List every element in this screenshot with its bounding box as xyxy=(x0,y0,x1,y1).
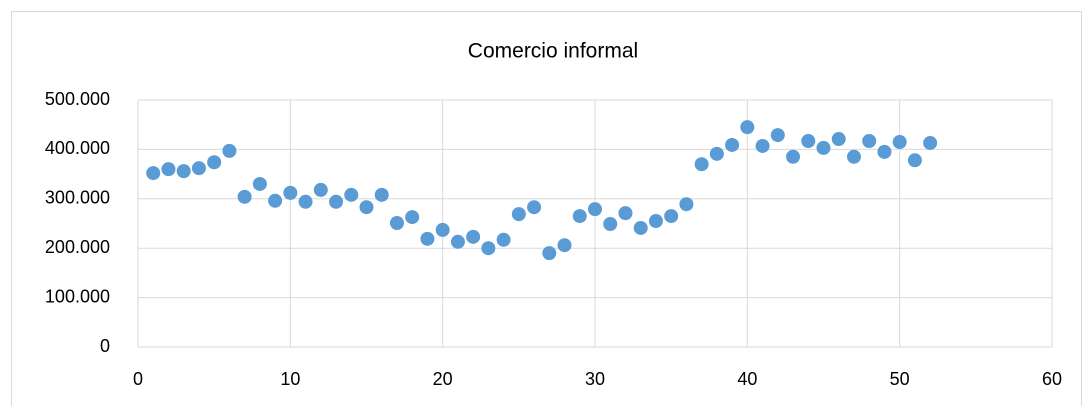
point xyxy=(740,120,755,135)
point xyxy=(359,200,374,215)
point xyxy=(648,214,663,229)
point xyxy=(161,162,176,177)
point xyxy=(222,143,237,158)
point xyxy=(557,238,572,253)
y-tick-label: 300.000 xyxy=(45,188,110,208)
point xyxy=(527,200,542,215)
point xyxy=(298,194,313,209)
point xyxy=(816,140,831,155)
y-tick-label: 100.000 xyxy=(45,286,110,306)
point xyxy=(374,187,389,202)
point xyxy=(755,138,770,153)
x-tick-label: 30 xyxy=(585,369,605,389)
point xyxy=(542,246,557,261)
point xyxy=(389,216,404,231)
point xyxy=(435,222,450,237)
chart-title: Comercio informal xyxy=(468,40,638,63)
y-tick-label: 0 xyxy=(100,336,110,356)
x-tick-label: 60 xyxy=(1042,369,1062,389)
y-tick-label: 200.000 xyxy=(45,237,110,257)
point xyxy=(450,234,465,249)
point xyxy=(801,134,816,149)
point xyxy=(907,153,922,168)
point xyxy=(191,161,206,176)
point xyxy=(496,232,511,247)
point xyxy=(481,241,496,256)
point xyxy=(283,185,298,200)
point xyxy=(329,194,344,209)
x-tick-label: 0 xyxy=(133,369,143,389)
point xyxy=(313,182,328,197)
point xyxy=(344,187,359,202)
point xyxy=(923,135,938,150)
point xyxy=(679,197,694,212)
point xyxy=(511,207,526,222)
point xyxy=(892,134,907,149)
point xyxy=(770,128,785,143)
point xyxy=(237,189,252,204)
point xyxy=(694,157,709,172)
point xyxy=(633,220,648,235)
point xyxy=(862,134,877,149)
point xyxy=(176,164,191,179)
point xyxy=(618,206,633,221)
point xyxy=(420,231,435,246)
y-tick-label: 500.000 xyxy=(45,89,110,109)
point xyxy=(252,176,267,191)
point xyxy=(603,216,618,231)
point xyxy=(725,137,740,152)
point xyxy=(588,202,602,217)
point xyxy=(207,155,222,170)
point xyxy=(664,209,679,224)
point xyxy=(709,146,724,161)
point xyxy=(846,149,861,164)
point xyxy=(572,209,587,224)
point xyxy=(831,132,846,147)
x-tick-label: 40 xyxy=(737,369,757,389)
x-tick-label: 50 xyxy=(890,369,910,389)
y-tick-label: 400.000 xyxy=(45,138,110,158)
point xyxy=(466,229,481,244)
point xyxy=(877,144,892,159)
x-tick-label: 10 xyxy=(280,369,300,389)
point xyxy=(146,166,161,181)
point xyxy=(268,193,283,208)
point xyxy=(786,149,801,164)
chart-frame xyxy=(11,11,1082,406)
point xyxy=(405,210,420,225)
x-tick-label: 20 xyxy=(433,369,453,389)
